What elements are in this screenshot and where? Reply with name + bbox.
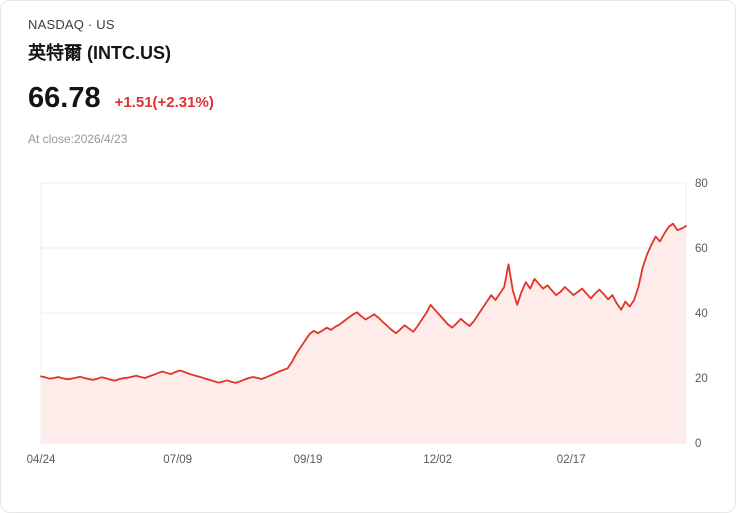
svg-text:0: 0	[695, 438, 701, 450]
svg-text:07/09: 07/09	[163, 454, 192, 466]
svg-text:40: 40	[695, 308, 708, 320]
svg-text:80: 80	[695, 178, 708, 190]
svg-text:04/24: 04/24	[27, 454, 56, 466]
last-price: 66.78	[28, 82, 101, 114]
price-chart[interactable]: 0 20 40 60 80 04/24 07/09 09/19 12/02 02/17	[1, 163, 736, 493]
svg-text:60: 60	[695, 243, 708, 255]
svg-text:20: 20	[695, 373, 708, 385]
price-change: +1.51(+2.31%)	[114, 94, 214, 111]
close-time-note: At close:2026/4/23	[28, 132, 128, 146]
stock-name: 英特爾 (INTC.US)	[28, 43, 171, 63]
price-chart-svg[interactable]: 0 20 40 60 80 04/24 07/09 09/19 12/02 02/17	[1, 163, 736, 493]
exchange-label: NASDAQ · US	[28, 17, 115, 32]
quote-header: NASDAQ · US 英特爾 (INTC.US) 66.78 +1.51(+2…	[1, 1, 735, 146]
price-row: 66.78 +1.51(+2.31%)	[28, 82, 735, 115]
svg-text:09/19: 09/19	[294, 454, 323, 466]
svg-text:02/17: 02/17	[557, 454, 586, 466]
svg-text:12/02: 12/02	[423, 454, 452, 466]
